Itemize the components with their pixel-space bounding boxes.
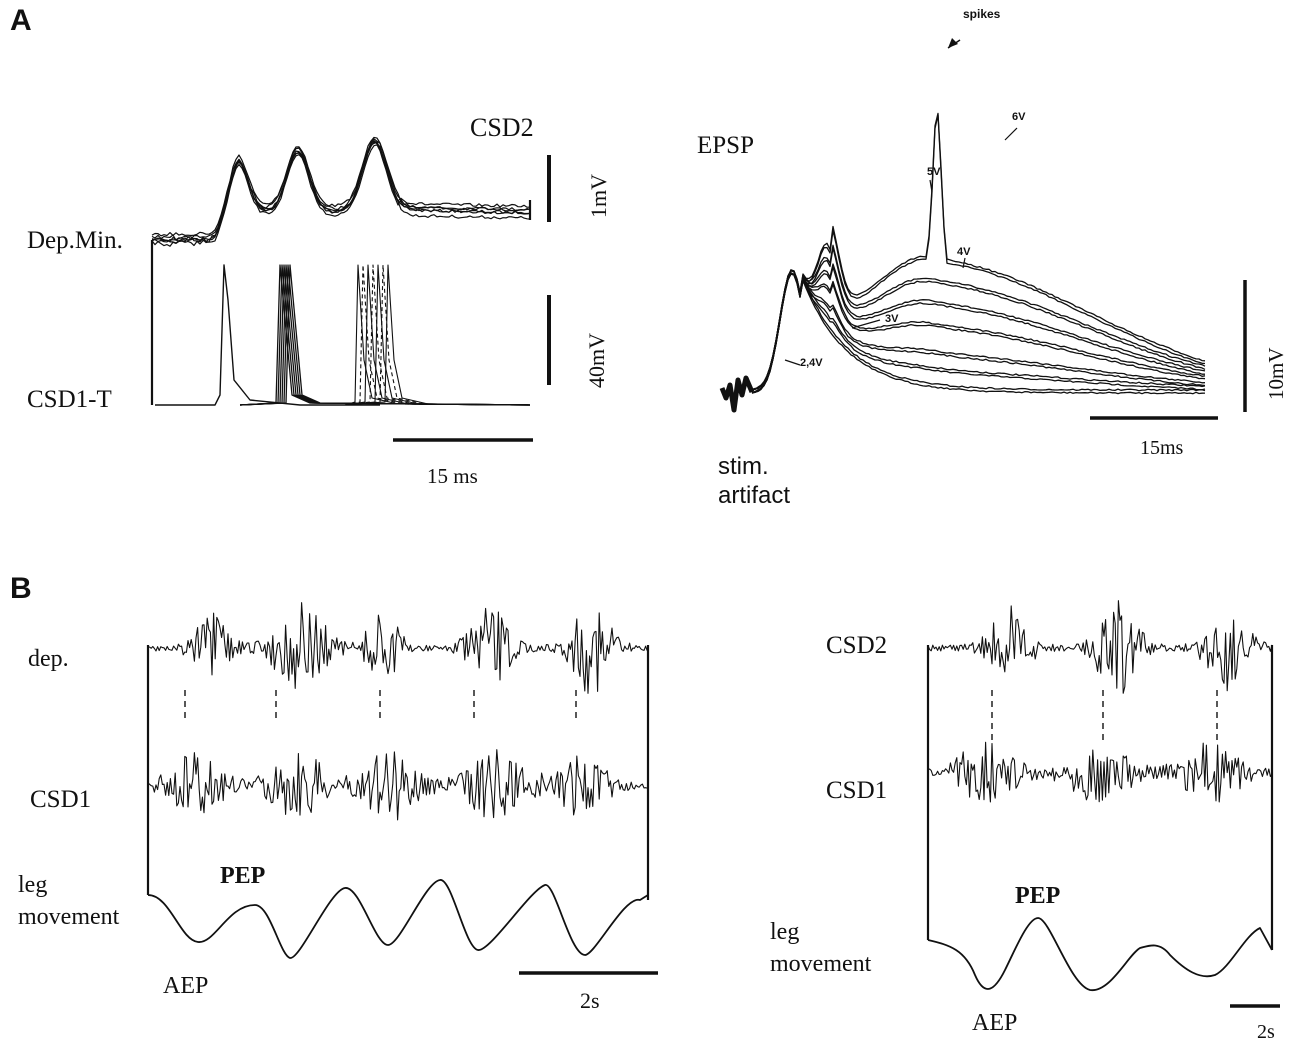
scale-15ms-label: 15 ms (427, 464, 478, 488)
csd1-t-label: CSD1-T (27, 386, 112, 413)
epsp-trace (751, 247, 1206, 394)
panel-b-left-waveforms (147, 602, 649, 959)
epsp-trace (751, 270, 1206, 390)
leg-right-label: leg (770, 919, 800, 945)
scale-1mv-label: 1mV (586, 174, 611, 218)
csd2-right-trace (927, 600, 1273, 694)
epsp-trace (751, 244, 1206, 391)
csd1-spike-trace (344, 264, 531, 406)
aep-left-label: AEP (163, 973, 209, 999)
scale-2s-right-label: 2s (1257, 1021, 1275, 1043)
panel-a-left-waveforms (151, 136, 531, 406)
csd2-trace (151, 140, 530, 243)
panel-a-right-waveforms (719, 112, 1206, 413)
scale-40mv-label: 40mV (584, 333, 609, 388)
csd2-trace (151, 138, 531, 241)
epsp-trace (751, 266, 1205, 394)
csd2-trace (151, 144, 531, 247)
panel-b-right-static (926, 645, 1280, 1008)
panel-b-right-waveforms (927, 600, 1273, 991)
leg-movement-left-trace (147, 879, 649, 959)
pep-left-label: PEP (220, 863, 266, 889)
csd1-spike-trace (239, 264, 531, 406)
csd2-trace (151, 141, 531, 243)
epsp-trace (751, 272, 1206, 394)
artifact-label: artifact (718, 482, 791, 509)
spikes-arrowhead (948, 38, 958, 48)
epsp-trace (751, 269, 1206, 391)
6v-label: 6V (1012, 111, 1026, 123)
stim-label: stim. (718, 453, 769, 480)
csd1-left-label: CSD1 (30, 786, 92, 813)
panel-b-left-static (146, 645, 658, 975)
dep-min-label: Dep.Min. (27, 227, 123, 254)
csd2-label: CSD2 (470, 113, 534, 142)
panel-a-left-traces (150, 155, 551, 442)
epsp-trace (751, 273, 1206, 393)
spikes-label: spikes (963, 7, 1001, 21)
movement-left-label: movement (18, 904, 120, 930)
panel-a-letter: A (10, 4, 32, 37)
3v-label: 3V (885, 313, 899, 325)
leg-left-label: leg (18, 872, 48, 898)
dep-label: dep. (28, 646, 69, 672)
epsp-label: EPSP (697, 132, 754, 159)
csd1-spike-trace (344, 264, 531, 406)
epsp-trace (751, 114, 1206, 394)
epsp-trace (752, 273, 1206, 393)
epsp-trace (751, 263, 1206, 391)
pep-right-label: PEP (1015, 883, 1061, 909)
movement-right-label: movement (770, 951, 872, 977)
stim-artifact (719, 375, 755, 413)
epsp-trace (751, 112, 1206, 391)
scale-15ms-right-label: 15ms (1140, 437, 1184, 459)
epsp-trace (751, 269, 1206, 390)
scale-10mv-label: 10mV (1264, 347, 1288, 401)
csd1-spike-trace (155, 264, 380, 406)
csd2-trace (151, 141, 531, 244)
csd1-left-trace (147, 749, 648, 821)
aep-right-label: AEP (972, 1010, 1018, 1036)
leg-movement-right-trace (927, 917, 1273, 991)
csd2-right-label: CSD2 (826, 632, 888, 659)
csd1-right-trace (927, 741, 1273, 803)
csd1-spike-trace (344, 264, 531, 406)
csd1-spike-trace (344, 264, 531, 406)
csd1-spike-trace (344, 264, 531, 406)
5v-label: 5V (927, 166, 941, 178)
csd1-right-label: CSD1 (826, 777, 888, 804)
panel-b-letter: B (10, 572, 32, 605)
dep-trace (147, 602, 648, 694)
csd2-trace (151, 136, 531, 237)
4v-label: 4V (957, 246, 971, 258)
epsp-trace (751, 272, 1206, 395)
2-4v-label: 2,4V (800, 357, 823, 369)
epsp-trace (751, 269, 1206, 392)
scale-2s-left-label: 2s (580, 988, 600, 1013)
